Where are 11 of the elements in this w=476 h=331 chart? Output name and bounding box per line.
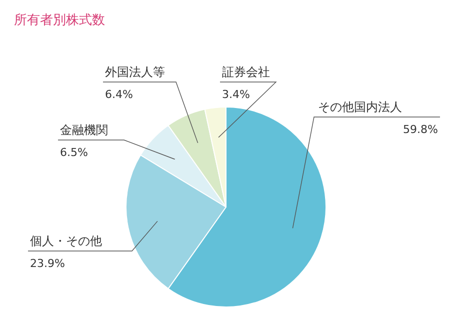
slice-label: その他国内法人 (318, 100, 402, 114)
data-label: 3.4% (222, 88, 250, 101)
data-label: 59.8% (403, 123, 438, 136)
data-label: 6.4% (105, 88, 133, 101)
slice-label: 証券会社 (222, 65, 270, 79)
slice-label: 外国法人等 (105, 65, 165, 79)
data-label: 6.5% (60, 146, 88, 159)
slice-label: 金融機関 (60, 123, 108, 137)
chart-title: 所有者別株式数 (14, 13, 105, 28)
slice-label: 個人・その他 (30, 234, 102, 248)
data-label: 23.9% (30, 257, 65, 270)
